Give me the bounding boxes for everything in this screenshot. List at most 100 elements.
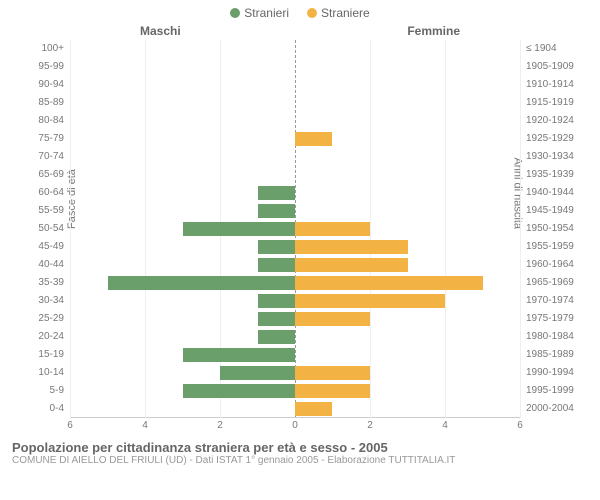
legend-label-female: Straniere [321, 6, 370, 20]
male-half [70, 274, 295, 292]
x-tick-label: 2 [367, 420, 373, 431]
female-bar [295, 132, 332, 146]
female-half [295, 40, 520, 58]
x-tick-label: 6 [517, 420, 523, 431]
male-bar [258, 312, 295, 326]
age-label: 85-89 [12, 94, 64, 112]
birth-year-label: 1935-1939 [526, 166, 592, 184]
age-label: 75-79 [12, 130, 64, 148]
age-row: 80-841920-1924 [70, 112, 520, 130]
female-half [295, 328, 520, 346]
birth-year-label: 1970-1974 [526, 292, 592, 310]
age-label: 45-49 [12, 238, 64, 256]
male-half [70, 382, 295, 400]
age-row: 40-441960-1964 [70, 256, 520, 274]
age-row: 90-941910-1914 [70, 76, 520, 94]
male-half [70, 202, 295, 220]
male-half [70, 220, 295, 238]
male-half [70, 130, 295, 148]
birth-year-label: 1980-1984 [526, 328, 592, 346]
female-half [295, 58, 520, 76]
male-half [70, 184, 295, 202]
header-female: Femmine [407, 24, 460, 38]
female-half [295, 364, 520, 382]
x-tick-label: 4 [142, 420, 148, 431]
age-label: 0-4 [12, 400, 64, 418]
age-row: 5-91995-1999 [70, 382, 520, 400]
age-row: 95-991905-1909 [70, 58, 520, 76]
x-axis: 6 4 2 0 2 4 6 [70, 418, 520, 434]
male-bar [258, 204, 295, 218]
age-row: 0-42000-2004 [70, 400, 520, 418]
male-bar [258, 330, 295, 344]
age-row: 50-541950-1954 [70, 220, 520, 238]
age-label: 80-84 [12, 112, 64, 130]
x-tick-label: 4 [442, 420, 448, 431]
birth-year-label: 1915-1919 [526, 94, 592, 112]
female-bar [295, 312, 370, 326]
age-label: 5-9 [12, 382, 64, 400]
male-half [70, 364, 295, 382]
birth-year-label: 1905-1909 [526, 58, 592, 76]
birth-year-label: 1920-1924 [526, 112, 592, 130]
x-tick-label: 0 [292, 420, 298, 431]
age-row: 70-741930-1934 [70, 148, 520, 166]
female-bar [295, 222, 370, 236]
female-bar [295, 276, 483, 290]
age-label: 100+ [12, 40, 64, 58]
male-half [70, 310, 295, 328]
male-half [70, 76, 295, 94]
age-row: 75-791925-1929 [70, 130, 520, 148]
male-half [70, 94, 295, 112]
x-tick-label: 2 [217, 420, 223, 431]
age-row: 100+≤ 1904 [70, 40, 520, 58]
female-bar [295, 384, 370, 398]
legend-swatch-male [230, 8, 240, 18]
female-half [295, 292, 520, 310]
age-label: 60-64 [12, 184, 64, 202]
female-bar [295, 366, 370, 380]
age-label: 15-19 [12, 346, 64, 364]
age-row: 15-191985-1989 [70, 346, 520, 364]
male-half [70, 112, 295, 130]
female-half [295, 400, 520, 418]
legend-item-female: Straniere [307, 6, 370, 20]
male-bar [258, 258, 295, 272]
female-half [295, 148, 520, 166]
header-male: Maschi [140, 24, 181, 38]
age-label: 20-24 [12, 328, 64, 346]
female-half [295, 76, 520, 94]
legend-item-male: Stranieri [230, 6, 289, 20]
birth-year-label: 2000-2004 [526, 400, 592, 418]
female-half [295, 220, 520, 238]
legend-swatch-female [307, 8, 317, 18]
birth-year-label: 1995-1999 [526, 382, 592, 400]
female-half [295, 346, 520, 364]
female-half [295, 130, 520, 148]
female-half [295, 112, 520, 130]
legend-label-male: Stranieri [244, 6, 289, 20]
x-tick-label: 6 [67, 420, 73, 431]
age-row: 85-891915-1919 [70, 94, 520, 112]
birth-year-label: 1965-1969 [526, 274, 592, 292]
male-half [70, 346, 295, 364]
birth-year-label: 1925-1929 [526, 130, 592, 148]
age-label: 90-94 [12, 76, 64, 94]
age-row: 35-391965-1969 [70, 274, 520, 292]
birth-year-label: 1910-1914 [526, 76, 592, 94]
male-bar [258, 186, 295, 200]
age-row: 20-241980-1984 [70, 328, 520, 346]
age-label: 40-44 [12, 256, 64, 274]
birth-year-label: 1985-1989 [526, 346, 592, 364]
female-half [295, 274, 520, 292]
female-half [295, 310, 520, 328]
age-row: 45-491955-1959 [70, 238, 520, 256]
chart-source: COMUNE DI AIELLO DEL FRIULI (UD) - Dati … [12, 455, 588, 466]
female-half [295, 94, 520, 112]
male-bar [258, 240, 295, 254]
legend: Stranieri Straniere [0, 0, 600, 20]
male-bar [108, 276, 296, 290]
male-half [70, 166, 295, 184]
male-half [70, 256, 295, 274]
age-label: 50-54 [12, 220, 64, 238]
